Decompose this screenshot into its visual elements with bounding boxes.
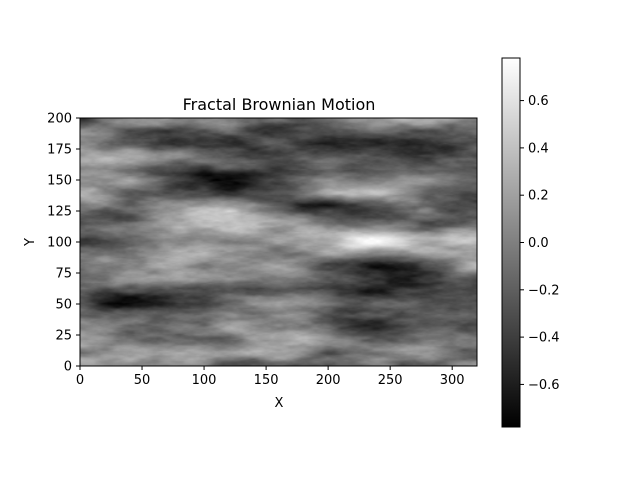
- colorbar-ticks: 0.6 0.4 0.2 0.0 −0.2 −0.4 −0.6: [520, 94, 560, 393]
- x-tick-label: 250: [378, 373, 403, 388]
- chart-title: Fractal Brownian Motion: [183, 95, 376, 114]
- y-tick-label: 200: [47, 112, 72, 127]
- x-tick-label: 100: [192, 373, 217, 388]
- plot-area: [79, 117, 478, 367]
- colorbar-tick-label: −0.4: [528, 331, 560, 346]
- colorbar-tick-label: −0.6: [528, 378, 560, 393]
- y-axis-label: Y: [23, 238, 38, 247]
- y-tick-label: 150: [47, 174, 72, 189]
- y-tick-label: 175: [47, 143, 72, 158]
- x-tick-label: 150: [254, 373, 279, 388]
- y-tick-label: 125: [47, 205, 72, 220]
- colorbar-gradient: [501, 57, 521, 428]
- x-axis: 0 50 100 150 200 250 300: [76, 366, 465, 388]
- x-tick-label: 0: [76, 373, 84, 388]
- x-axis-label: X: [275, 396, 284, 411]
- heatmap-image: [80, 118, 477, 366]
- y-tick-label: 75: [55, 267, 72, 282]
- x-tick-label: 300: [440, 373, 465, 388]
- colorbar-tick-label: 0.0: [528, 236, 549, 251]
- colorbar-tick-label: 0.6: [528, 94, 549, 109]
- colorbar: 0.6 0.4 0.2 0.0 −0.2 −0.4 −0.6: [501, 57, 560, 428]
- y-tick-label: 25: [55, 329, 72, 344]
- x-tick-label: 50: [134, 373, 151, 388]
- y-tick-label: 0: [64, 360, 72, 375]
- colorbar-tick-label: 0.2: [528, 189, 549, 204]
- y-axis: 0 25 50 75 100 125 150 175 200: [47, 112, 80, 375]
- x-tick-label: 200: [316, 373, 341, 388]
- y-tick-label: 50: [55, 298, 72, 313]
- y-tick-label: 100: [47, 236, 72, 251]
- colorbar-tick-label: −0.2: [528, 283, 560, 298]
- colorbar-tick-label: 0.4: [528, 141, 549, 156]
